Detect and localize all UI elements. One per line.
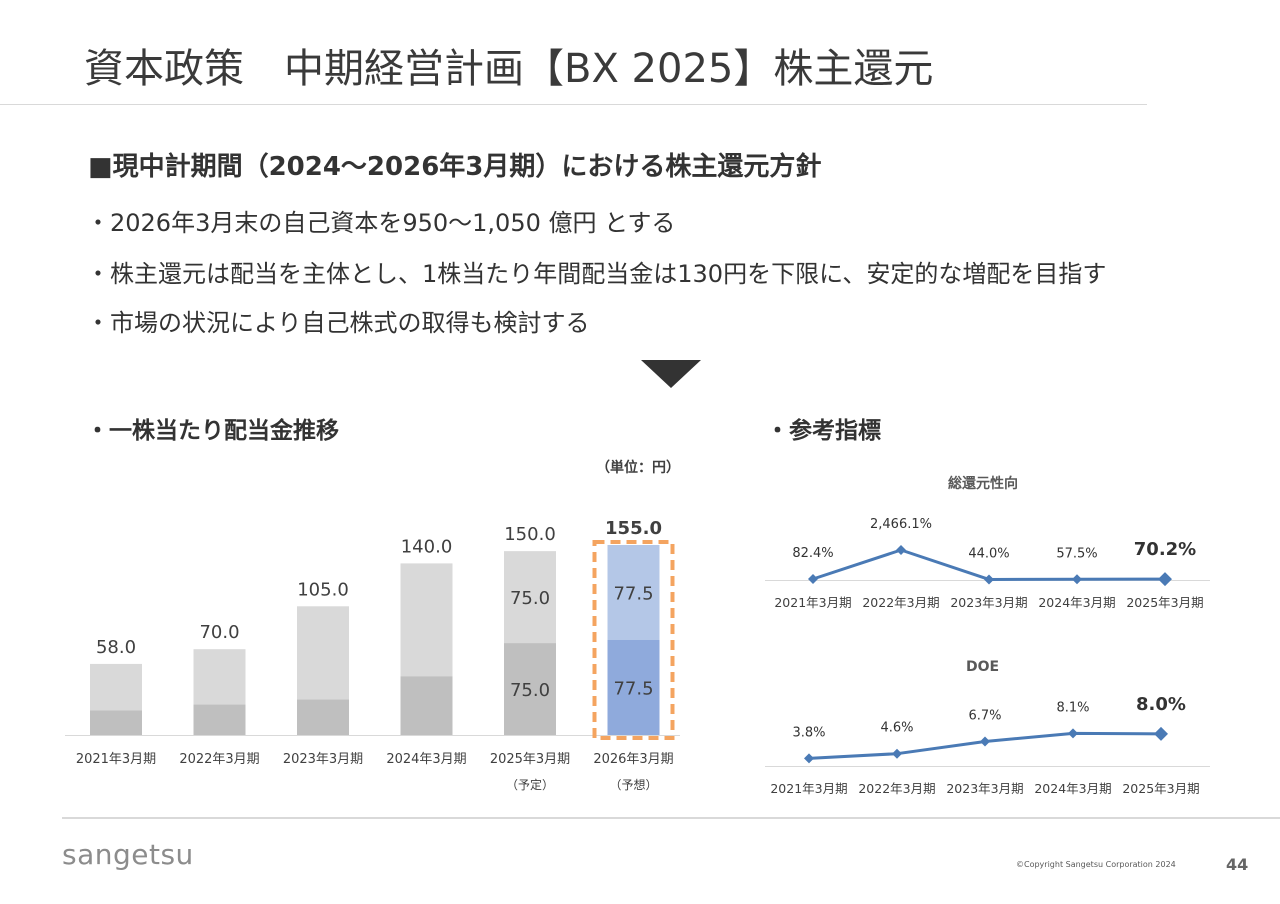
data-label: 70.2% (1134, 539, 1196, 560)
x-tick-label: 2021年3月期 (76, 752, 156, 767)
data-point-marker (984, 574, 994, 585)
footer-divider (62, 817, 1280, 819)
reference-section-heading: ・参考指標 (766, 418, 881, 444)
sangetsu-logo: sangetsu (62, 838, 194, 871)
data-point-marker (1158, 572, 1172, 587)
doe-line-chart: 3.8% 2021年3月期 4.6% 2022年3月期 6.7% 2023年3月期 8.1%… (765, 694, 1210, 796)
policy-bullet-3: ・市場の状況により自己株式の取得も検討する (86, 309, 590, 337)
x-tick-label: 2022年3月期 (862, 595, 939, 610)
bar-segment-label: 75.0 (510, 588, 550, 609)
bar-segment-second-half (400, 563, 453, 677)
bar-total-label: 155.0 (605, 518, 662, 539)
x-tick-label: 2024年3月期 (1038, 595, 1115, 610)
bar-segment-second-half (607, 545, 660, 640)
x-tick-label: 2022年3月期 (858, 781, 935, 796)
copyright-text: ©Copyright Sangetsu Corporation 2024 (1016, 860, 1176, 869)
data-point-marker (892, 748, 902, 759)
bar-segment-label: 77.5 (613, 584, 653, 605)
bar-segment-first-half (607, 640, 660, 735)
bar-segment-label: 75.0 (510, 680, 550, 701)
x-tick-label: 2026年3月期 (593, 752, 673, 767)
data-label: 3.8% (792, 725, 825, 740)
bar-segment-first-half (90, 710, 142, 735)
bar-segment-second-half (90, 663, 142, 711)
data-label: 8.0% (1136, 694, 1186, 715)
doe-chart-title: DOE (966, 659, 1000, 675)
data-point-marker (804, 753, 814, 764)
x-tick-label: 2024年3月期 (386, 752, 466, 767)
bar-total-label: 140.0 (401, 536, 453, 557)
x-tick-label: 2025年3月期 (1126, 595, 1203, 610)
data-point-marker (896, 545, 906, 555)
data-point-marker (980, 736, 990, 747)
data-label: 82.4% (792, 546, 833, 561)
x-tick-label: 2025年3月期 (490, 752, 570, 767)
data-point-marker (1068, 728, 1078, 739)
policy-heading: ■現中計期間（2024～2026年3月期）における株主還元方針 (88, 152, 822, 182)
bar-segment-first-half (504, 643, 556, 735)
data-point-marker (1154, 726, 1168, 741)
bar-segment-first-half (297, 699, 349, 735)
x-tick-label: 2025年3月期 (1122, 781, 1199, 796)
bar-segment-first-half (400, 676, 453, 735)
x-tick-note: （予定） (506, 777, 554, 792)
x-tick-note: （予想） (609, 777, 657, 792)
data-label: 4.6% (880, 721, 913, 736)
data-label: 2,466.1% (870, 517, 932, 532)
x-tick-label: 2021年3月期 (774, 595, 851, 610)
x-tick-label: 2022年3月期 (179, 752, 259, 767)
forecast-highlight-box (592, 540, 675, 740)
title-divider (0, 104, 1147, 105)
x-tick-label: 2023年3月期 (946, 781, 1023, 796)
dividend-bar-chart: 58.0 2021年3月期 70.0 2022年3月期 105.0 2023年3月期 140… (65, 518, 680, 792)
payout-chart-title: 総還元性向 (948, 476, 1018, 492)
data-label: 57.5% (1056, 546, 1097, 561)
x-tick-label: 2024年3月期 (1034, 781, 1111, 796)
data-label: 6.7% (968, 708, 1001, 723)
data-label: 8.1% (1056, 700, 1089, 715)
dividend-section-heading: ・一株当たり配当金推移 (86, 418, 339, 444)
data-label: 44.0% (968, 546, 1009, 561)
bar-total-label: 58.0 (96, 637, 136, 658)
policy-bullet-2: ・株主還元は配当を主体とし、1株当たり年間配当金は130円を下限に、安定的な増配… (86, 260, 1107, 288)
unit-label: （単位：円） (596, 460, 680, 476)
bar-segment-second-half (193, 649, 246, 705)
bar-segment-first-half (193, 704, 246, 735)
bar-total-label: 150.0 (504, 524, 556, 545)
bar-segment-second-half (297, 606, 349, 700)
x-tick-label: 2023年3月期 (950, 595, 1027, 610)
data-point-marker (808, 573, 818, 584)
data-point-marker (1072, 574, 1082, 585)
bar-segment-label: 77.5 (613, 679, 653, 700)
bar-total-label: 105.0 (297, 579, 349, 600)
x-tick-label: 2023年3月期 (283, 752, 363, 767)
payout-line-chart: 82.4% 2021年3月期 2,466.1% 2022年3月期 44.0% 2023年3… (765, 517, 1210, 610)
bar-total-label: 70.0 (199, 622, 239, 643)
bar-segment-second-half (504, 551, 556, 644)
x-tick-label: 2021年3月期 (770, 781, 847, 796)
page-title: 資本政策 中期経営計画【BX 2025】株主還元 (84, 46, 934, 92)
page-number: 44 (1226, 855, 1249, 874)
policy-bullet-1: ・2026年3月末の自己資本を950～1,050 億円 とする (86, 209, 676, 237)
down-arrow-icon (641, 360, 701, 388)
